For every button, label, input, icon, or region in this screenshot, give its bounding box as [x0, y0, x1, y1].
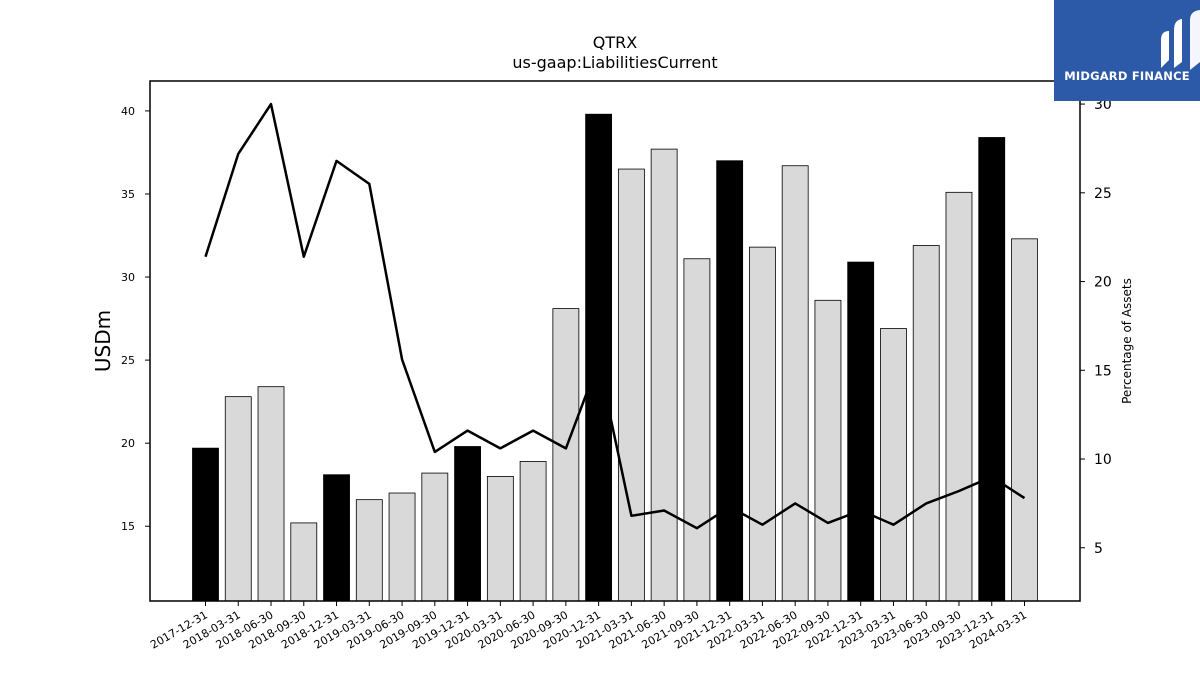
- bar-2018-03-31: [224, 396, 252, 602]
- bar-2020-03-31: [486, 475, 514, 602]
- brand-logo-icon: [1161, 10, 1200, 70]
- bar-series: [192, 113, 1038, 602]
- bar-2022-06-30: [781, 165, 809, 602]
- chart-title: QTRX: [593, 33, 637, 52]
- y2-tick-label: 15: [1094, 363, 1112, 379]
- bar-2018-12-31: [323, 474, 350, 602]
- bar-2022-12-31: [847, 261, 875, 602]
- y-tick-label: 15: [121, 520, 135, 533]
- plot-frame: [149, 80, 1081, 602]
- x-axis: 2017-12-312018-03-312018-06-302018-09-30…: [148, 601, 1029, 652]
- bar-2019-12-31: [454, 446, 481, 602]
- bar-2022-03-31: [749, 246, 776, 602]
- bar-2022-09-30: [814, 299, 842, 602]
- bar-2019-06-30: [388, 492, 416, 602]
- y2-tick-label: 5: [1094, 541, 1103, 557]
- y-axis-right: 5 10 15 20 25 30: [1080, 97, 1112, 557]
- brand-name: MIDGARD FINANCE: [1064, 69, 1190, 83]
- y2-tick-label: 25: [1094, 186, 1112, 202]
- y-tick-label: 25: [121, 354, 135, 367]
- bar-2018-09-30: [290, 522, 318, 602]
- bar-2023-12-31: [978, 137, 1006, 602]
- y-tick-label: 30: [121, 271, 135, 284]
- y-axis-label: USDm: [91, 310, 115, 372]
- bar-2019-09-30: [421, 472, 449, 602]
- y2-axis-label: Percentage of Assets: [1120, 278, 1134, 404]
- bar-2017-12-31: [192, 447, 219, 602]
- y-tick-label: 40: [121, 105, 135, 118]
- bar-2023-09-30: [945, 191, 973, 602]
- bar-2018-06-30: [257, 386, 285, 602]
- y-axis-left: 15 20 25 30 35 40: [121, 105, 150, 533]
- line-series: [204, 102, 1026, 530]
- percentage-line: [204, 102, 1026, 530]
- bar-2020-12-31: [585, 113, 613, 602]
- bar-2019-03-31: [355, 499, 383, 602]
- bar-2024-03-31: [1011, 238, 1038, 602]
- y2-tick-label: 10: [1094, 452, 1112, 468]
- bar-2021-03-31: [617, 168, 645, 602]
- bar-2021-12-31: [716, 160, 744, 602]
- bar-2020-06-30: [519, 461, 547, 602]
- bar-2023-06-30: [912, 245, 940, 602]
- bar-2023-03-31: [880, 328, 907, 602]
- brand-logo: MIDGARD FINANCE: [1054, 0, 1200, 101]
- y-tick-label: 35: [121, 188, 135, 201]
- chart-subtitle: us-gaap:LiabilitiesCurrent: [512, 53, 717, 72]
- bar-2021-06-30: [650, 148, 678, 602]
- y-tick-label: 20: [121, 437, 135, 450]
- bar-2020-09-30: [552, 308, 580, 602]
- y2-tick-label: 20: [1094, 275, 1112, 291]
- bar-2021-09-30: [683, 258, 711, 602]
- y2-tick-label: 30: [1094, 97, 1112, 113]
